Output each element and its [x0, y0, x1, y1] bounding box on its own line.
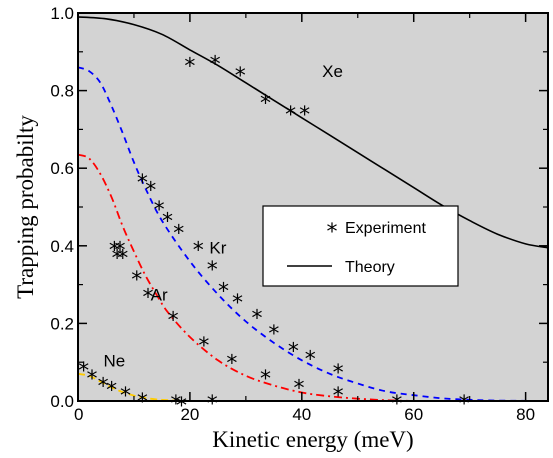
legend-theory-label: Theory — [345, 259, 395, 276]
legend-box — [262, 205, 459, 287]
kr-experiment-point: * — [305, 347, 316, 372]
ne-experiment-point: * — [176, 394, 187, 419]
kr-experiment-point: * — [162, 210, 173, 235]
ar-experiment-point: * — [117, 247, 128, 272]
x-tick-label: 20 — [180, 405, 199, 424]
legend: * Experiment Theory — [262, 205, 459, 287]
xe-theory-line — [78, 16, 548, 249]
kr-experiment-point: * — [288, 340, 299, 365]
xe-experiment-point: * — [299, 103, 310, 128]
kr-experiment-point: * — [137, 171, 148, 196]
ar-experiment-point: * — [294, 376, 305, 401]
y-axis-title: Trapping probabilty — [13, 115, 38, 299]
ar-experiment-point: * — [131, 268, 142, 293]
ar-experiment-point: * — [142, 285, 153, 310]
x-tick-label: 40 — [292, 405, 311, 424]
x-axis-title: Kinetic energy (meV) — [212, 427, 413, 452]
xe-experiment-point: * — [210, 53, 221, 78]
ne-experiment-point: * — [106, 378, 117, 403]
ne-series-label: Ne — [104, 351, 126, 370]
ar-experiment-point: * — [112, 247, 123, 272]
kr-experiment-point: * — [252, 307, 263, 332]
ne-experiment-point: * — [120, 384, 131, 409]
xe-experiment-point: * — [184, 54, 195, 79]
kr-experiment-point: * — [232, 291, 243, 316]
y-tick-label: 0.6 — [50, 159, 74, 178]
ne-experiment-point: * — [207, 392, 218, 417]
xe-experiment-point: * — [235, 64, 246, 89]
ar-experiment-point: * — [198, 334, 209, 359]
kr-experiment-point: * — [207, 258, 218, 283]
ar-experiment-point: * — [168, 309, 179, 334]
kr-experiment-point: * — [193, 239, 204, 264]
kr-experiment-point: * — [154, 198, 165, 223]
ar-experiment-point: * — [114, 239, 125, 264]
kr-experiment-point: * — [333, 361, 344, 386]
y-tick-label: 0.4 — [50, 237, 74, 256]
ar-experiment-point: * — [260, 367, 271, 392]
ar-theory-line — [78, 153, 414, 401]
ar-experiment-point: * — [391, 392, 402, 417]
legend-experiment-marker: * — [327, 220, 338, 245]
y-tick-label: 0.2 — [50, 314, 74, 333]
y-tick-label: 0.0 — [50, 392, 74, 411]
ne-experiment-point: * — [86, 367, 97, 392]
kr-experiment-point: * — [145, 179, 156, 204]
y-tick-label: 0.8 — [50, 82, 74, 101]
xe-experiment-point: * — [260, 91, 271, 116]
legend-experiment-label: Experiment — [345, 220, 426, 237]
ar-experiment-point: * — [459, 392, 470, 417]
ne-theory-line — [78, 372, 190, 401]
ne-experiment-point: * — [78, 359, 89, 384]
y-tick-label: 1.0 — [50, 4, 74, 23]
x-tick-label: 0 — [74, 405, 83, 424]
kr-experiment-point: * — [218, 279, 229, 304]
kr-experiment-point: * — [268, 322, 279, 347]
kr-experiment-point: * — [173, 221, 184, 246]
ar-experiment-point: * — [226, 351, 237, 376]
kr-series-label: Kr — [209, 239, 226, 258]
ar-experiment-point: * — [109, 239, 120, 264]
ne-experiment-point: * — [170, 392, 181, 417]
ne-experiment-point: * — [137, 390, 148, 415]
xe-experiment-point: * — [285, 103, 296, 128]
ne-experiment-point: * — [98, 375, 109, 400]
ar-experiment-point: * — [333, 384, 344, 409]
kr-theory-line — [78, 66, 548, 401]
x-tick-label: 80 — [516, 405, 535, 424]
ar-series-label: Ar — [151, 285, 168, 304]
x-tick-label: 60 — [404, 405, 423, 424]
xe-series-label: Xe — [322, 62, 343, 81]
